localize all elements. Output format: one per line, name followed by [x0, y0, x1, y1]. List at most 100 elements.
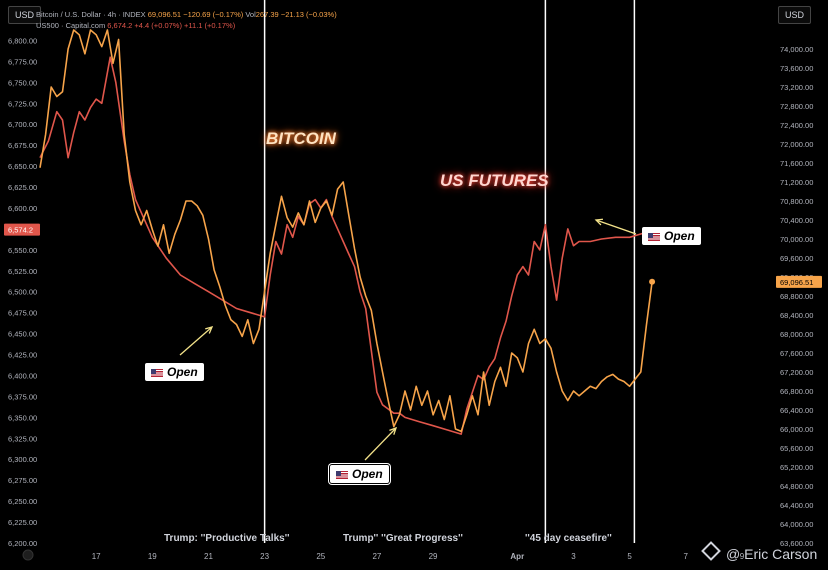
- left-tick-label: 6,725.00: [8, 99, 37, 108]
- left-tick-label: 6,775.00: [8, 57, 37, 66]
- right-tick-label: 68,800.00: [780, 292, 813, 301]
- volume-value: 267.39: [256, 10, 279, 19]
- event-label-ceasefire: ''45 day ceasefire'': [525, 533, 612, 544]
- btc-change: −120.69 (−0.17%): [183, 10, 243, 19]
- left-tick-label: 6,425.00: [8, 351, 37, 360]
- left-tick-label: 6,500.00: [8, 288, 37, 297]
- callout-arrows: [180, 219, 636, 460]
- btc-symbol-name: Bitcoin / U.S. Dollar · 4h · INDEX: [36, 10, 146, 19]
- open-callout-1: Open: [145, 363, 204, 381]
- right-currency-button[interactable]: USD: [778, 6, 811, 24]
- us500-legend-row[interactable]: US500 · Capital.com 6,674.2 +4.4 (+0.07%…: [36, 21, 235, 30]
- left-tick-label: 6,675.00: [8, 141, 37, 150]
- open-arrow-3: [596, 220, 636, 234]
- right-tick-label: 67,600.00: [780, 349, 813, 358]
- x-tick-label: 27: [372, 552, 381, 561]
- right-tick-label: 74,000.00: [780, 45, 813, 54]
- right-tick-label: 69,600.00: [780, 254, 813, 263]
- open-arrow-2: [365, 428, 396, 460]
- right-tick-label: 64,800.00: [780, 482, 813, 491]
- right-tick-label: 66,800.00: [780, 387, 813, 396]
- left-tick-label: 6,750.00: [8, 78, 37, 87]
- right-tick-label: 72,400.00: [780, 121, 813, 130]
- left-tick-label: 6,700.00: [8, 120, 37, 129]
- right-tick-label: 73,600.00: [780, 64, 813, 73]
- right-tick-label: 71,600.00: [780, 159, 813, 168]
- volume-change: −21.13 (−0.03%): [281, 10, 337, 19]
- left-tick-label: 6,525.00: [8, 267, 37, 276]
- us500-symbol-name: US500 · Capital.com: [36, 21, 105, 30]
- left-tick-label: 6,650.00: [8, 162, 37, 171]
- right-tick-label: 66,400.00: [780, 406, 813, 415]
- btc-legend-row[interactable]: Bitcoin / U.S. Dollar · 4h · INDEX 69,09…: [36, 10, 337, 19]
- us-flag-icon: [151, 369, 163, 377]
- open-callout-2-text: Open: [352, 467, 383, 481]
- right-tick-label: 64,000.00: [780, 520, 813, 529]
- event-markers: [265, 0, 635, 543]
- right-tick-label: 65,200.00: [780, 463, 813, 472]
- bitcoin-price-tag-text: 69,096.51: [780, 278, 813, 287]
- btc-price: 69,096.51: [148, 10, 181, 19]
- bitcoin-series-line: [40, 30, 652, 431]
- x-tick-label: 17: [92, 552, 101, 561]
- right-tick-label: 64,400.00: [780, 501, 813, 510]
- event-label-productive-talks: Trump: ''Productive Talks'': [164, 533, 289, 544]
- open-arrow-1: [180, 327, 212, 355]
- x-tick-label: 23: [260, 552, 269, 561]
- diamond-logo-icon: [701, 541, 721, 561]
- time-axis: 17 19 21 23 25 27 29 Apr 3 5 7 9: [23, 550, 745, 561]
- right-tick-label: 70,000.00: [780, 235, 813, 244]
- open-callout-1-text: Open: [167, 365, 198, 379]
- right-tick-label: 68,000.00: [780, 330, 813, 339]
- bitcoin-annotation: BITCOIN: [266, 129, 336, 149]
- right-tick-label: 70,400.00: [780, 216, 813, 225]
- event-label-great-progress: Trump'' ''Great Progress'': [343, 533, 463, 544]
- us-flag-icon: [648, 233, 660, 241]
- timezone-z-button: [23, 550, 33, 560]
- us500-price-tag-text: 6,574.2: [8, 226, 33, 235]
- x-tick-label: 25: [316, 552, 325, 561]
- x-tick-label: 3: [571, 552, 576, 561]
- right-tick-label: 66,000.00: [780, 425, 813, 434]
- x-tick-label: 19: [148, 552, 157, 561]
- watermark-text: @ Eric Carson: [726, 546, 817, 562]
- open-callout-2: Open: [330, 465, 389, 483]
- left-tick-label: 6,475.00: [8, 309, 37, 318]
- left-tick-label: 6,450.00: [8, 330, 37, 339]
- x-tick-label: 5: [627, 552, 632, 561]
- left-tick-label: 6,225.00: [8, 518, 37, 527]
- us-futures-annotation: US FUTURES: [440, 171, 549, 191]
- x-tick-label: Apr: [510, 552, 524, 561]
- left-tick-label: 6,300.00: [8, 455, 37, 464]
- us500-price: 6,674.2: [107, 21, 132, 30]
- open-callout-3-text: Open: [664, 229, 695, 243]
- left-tick-label: 6,375.00: [8, 392, 37, 401]
- x-tick-label: 29: [429, 552, 438, 561]
- right-tick-label: 67,200.00: [780, 368, 813, 377]
- left-tick-label: 6,600.00: [8, 204, 37, 213]
- right-tick-label: 73,200.00: [780, 83, 813, 92]
- us-flag-icon: [336, 471, 348, 479]
- bitcoin-last-point: [649, 279, 655, 285]
- us500-series-line: [40, 57, 652, 434]
- right-tick-label: 71,200.00: [780, 178, 813, 187]
- left-tick-label: 6,250.00: [8, 497, 37, 506]
- volume-label: Vol: [245, 10, 255, 19]
- left-price-axis: 6,200.00 6,225.00 6,250.00 6,275.00 6,300.00…: [4, 36, 40, 548]
- series-layer: [40, 30, 655, 434]
- us500-change-2: +11.1 (+0.17%): [184, 21, 235, 30]
- right-tick-label: 70,800.00: [780, 197, 813, 206]
- left-tick-label: 6,625.00: [8, 183, 37, 192]
- x-tick-label: 7: [684, 552, 689, 561]
- right-price-axis: 63,600.00 64,000.00 64,400.00 64,800.00 65,2…: [776, 45, 822, 548]
- left-tick-label: 6,200.00: [8, 539, 37, 548]
- left-tick-label: 6,275.00: [8, 476, 37, 485]
- left-tick-label: 6,800.00: [8, 36, 37, 45]
- x-tick-label: 21: [204, 552, 213, 561]
- open-callout-3: Open: [642, 227, 701, 245]
- left-tick-label: 6,350.00: [8, 413, 37, 422]
- us500-change: +4.4 (+0.07%): [134, 21, 182, 30]
- watermark: @ Eric Carson: [704, 544, 817, 562]
- right-tick-label: 68,400.00: [780, 311, 813, 320]
